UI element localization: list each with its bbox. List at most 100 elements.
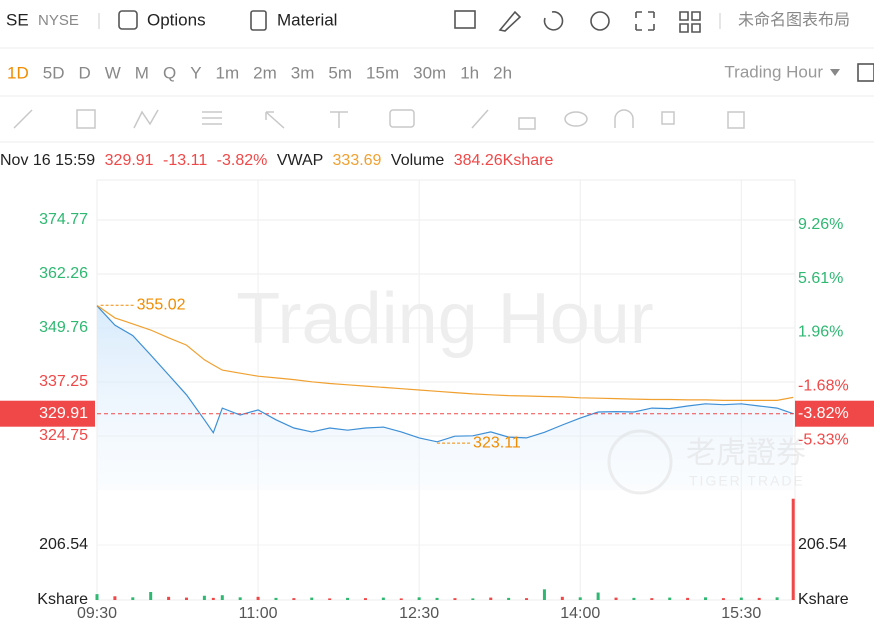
volume-bar [596, 592, 600, 600]
y-tick-label: 324.75 [39, 427, 88, 444]
period-button[interactable]: M [135, 63, 149, 82]
volume-bar [668, 597, 672, 600]
quote-price: 329.91 [105, 152, 154, 169]
period-button[interactable]: D [78, 63, 90, 82]
tool[interactable] [614, 109, 634, 128]
y2-tick-label: 1.96% [798, 324, 843, 341]
vwap-line [96, 304, 794, 401]
tool[interactable] [389, 109, 415, 128]
quote-change: -13.11 [163, 152, 207, 169]
period-button[interactable]: 1D [7, 63, 29, 82]
tool[interactable] [518, 117, 536, 130]
icon[interactable] [543, 11, 564, 31]
vwap-label: VWAP [277, 152, 323, 169]
tool[interactable] [471, 109, 489, 129]
layout-name[interactable]: 未命名图表布局 [738, 11, 850, 29]
period-button[interactable]: Y [190, 63, 201, 82]
last-pct-box [795, 400, 874, 427]
tool[interactable] [76, 109, 96, 129]
volume-bar [363, 598, 367, 600]
icon[interactable] [635, 11, 655, 31]
volume-bar [399, 598, 403, 600]
tool[interactable] [727, 111, 745, 129]
logo-mark [607, 429, 673, 495]
volume-bar [704, 597, 708, 600]
volume-bar [650, 598, 654, 600]
volume-bar [95, 594, 99, 600]
quote-date: Nov 16 15:59 [0, 152, 95, 169]
period-button[interactable]: 15m [366, 63, 399, 82]
tool[interactable] [265, 111, 285, 129]
icon[interactable] [454, 10, 476, 29]
period-button[interactable]: 1h [460, 63, 479, 82]
tool[interactable] [202, 111, 222, 125]
period-button[interactable]: 5m [328, 63, 352, 82]
period-button[interactable]: W [105, 63, 121, 82]
period-button[interactable]: 1m [216, 63, 240, 82]
y-tick-label: 374.77 [39, 211, 88, 228]
logo: 老虎證券 TIGER TRADE [607, 429, 806, 495]
volume-bar [489, 597, 493, 600]
volume-bar [453, 598, 457, 600]
dropdown-arrow [830, 69, 840, 76]
annotation-label: 323.11 [473, 434, 521, 451]
tool[interactable] [564, 111, 588, 127]
period-button[interactable]: 5D [43, 63, 65, 82]
volume-bar [256, 596, 260, 600]
tool[interactable] [133, 109, 159, 129]
toolbar-icons [454, 10, 701, 33]
volume-bar [525, 598, 529, 600]
options-icon[interactable] [118, 10, 138, 30]
volume-bar [328, 598, 332, 600]
volume-bar [417, 597, 421, 600]
quote-line: Nov 16 15:59 329.91 -13.11 -3.82% VWAP 3… [0, 152, 553, 169]
tool[interactable] [661, 111, 675, 125]
logo-en: TIGER TRADE [689, 473, 805, 489]
period-button[interactable]: 2m [253, 63, 277, 82]
x-tick-label: 09:30 [77, 605, 117, 622]
period-bar: 1D 5D D W M Q Y 1m 2m 3m 5m 15m 30m 1h 2h [7, 63, 512, 82]
price-line [96, 305, 794, 443]
volume-bar [113, 596, 117, 600]
volume-bar [507, 597, 511, 600]
options-button[interactable]: Options [147, 10, 206, 29]
material-button[interactable]: Material [277, 10, 337, 29]
volume-bar [775, 597, 779, 600]
period-button[interactable]: 2h [493, 63, 512, 82]
period-button[interactable]: Q [163, 63, 176, 82]
tool[interactable] [330, 111, 348, 128]
session-select[interactable]: Trading Hour [724, 62, 823, 81]
tool[interactable] [13, 109, 33, 129]
last-price-box [0, 400, 95, 427]
drawing-tools [13, 109, 745, 130]
volume-label: Volume [391, 152, 444, 169]
last-pct-label: -3.82% [798, 405, 849, 422]
overlay: 355.02 323.11 329.91 -3.82% [0, 297, 874, 451]
icon[interactable] [679, 11, 701, 33]
volume-bar [310, 597, 314, 600]
y2-tick-label: 9.26% [798, 216, 843, 233]
y2-tick-label: -5.33% [798, 431, 849, 448]
volume-bar [614, 597, 618, 600]
period-button[interactable]: 3m [291, 63, 315, 82]
x-tick-label: 12:30 [399, 605, 439, 622]
volume-bar [238, 597, 242, 600]
volume-bar [560, 596, 564, 600]
volume-bar [292, 598, 296, 600]
volume-bar [471, 598, 475, 600]
volume-bar [381, 597, 385, 600]
volume-tick-label: 206.54 [39, 536, 88, 553]
quote-text: Nov 16 15:59 329.91 -13.11 -3.82% VWAP 3… [0, 152, 553, 169]
icon[interactable] [857, 63, 874, 82]
symbol: SE [6, 10, 29, 29]
volume-tick-label: 206.54 [798, 536, 847, 553]
price-area [97, 305, 794, 490]
icon[interactable] [498, 10, 522, 32]
volume-bar [211, 597, 215, 600]
volume-bar [184, 597, 188, 600]
period-button[interactable]: 30m [413, 63, 446, 82]
material-icon[interactable] [250, 10, 267, 31]
volume-bar [791, 498, 795, 600]
icon[interactable] [590, 11, 610, 31]
